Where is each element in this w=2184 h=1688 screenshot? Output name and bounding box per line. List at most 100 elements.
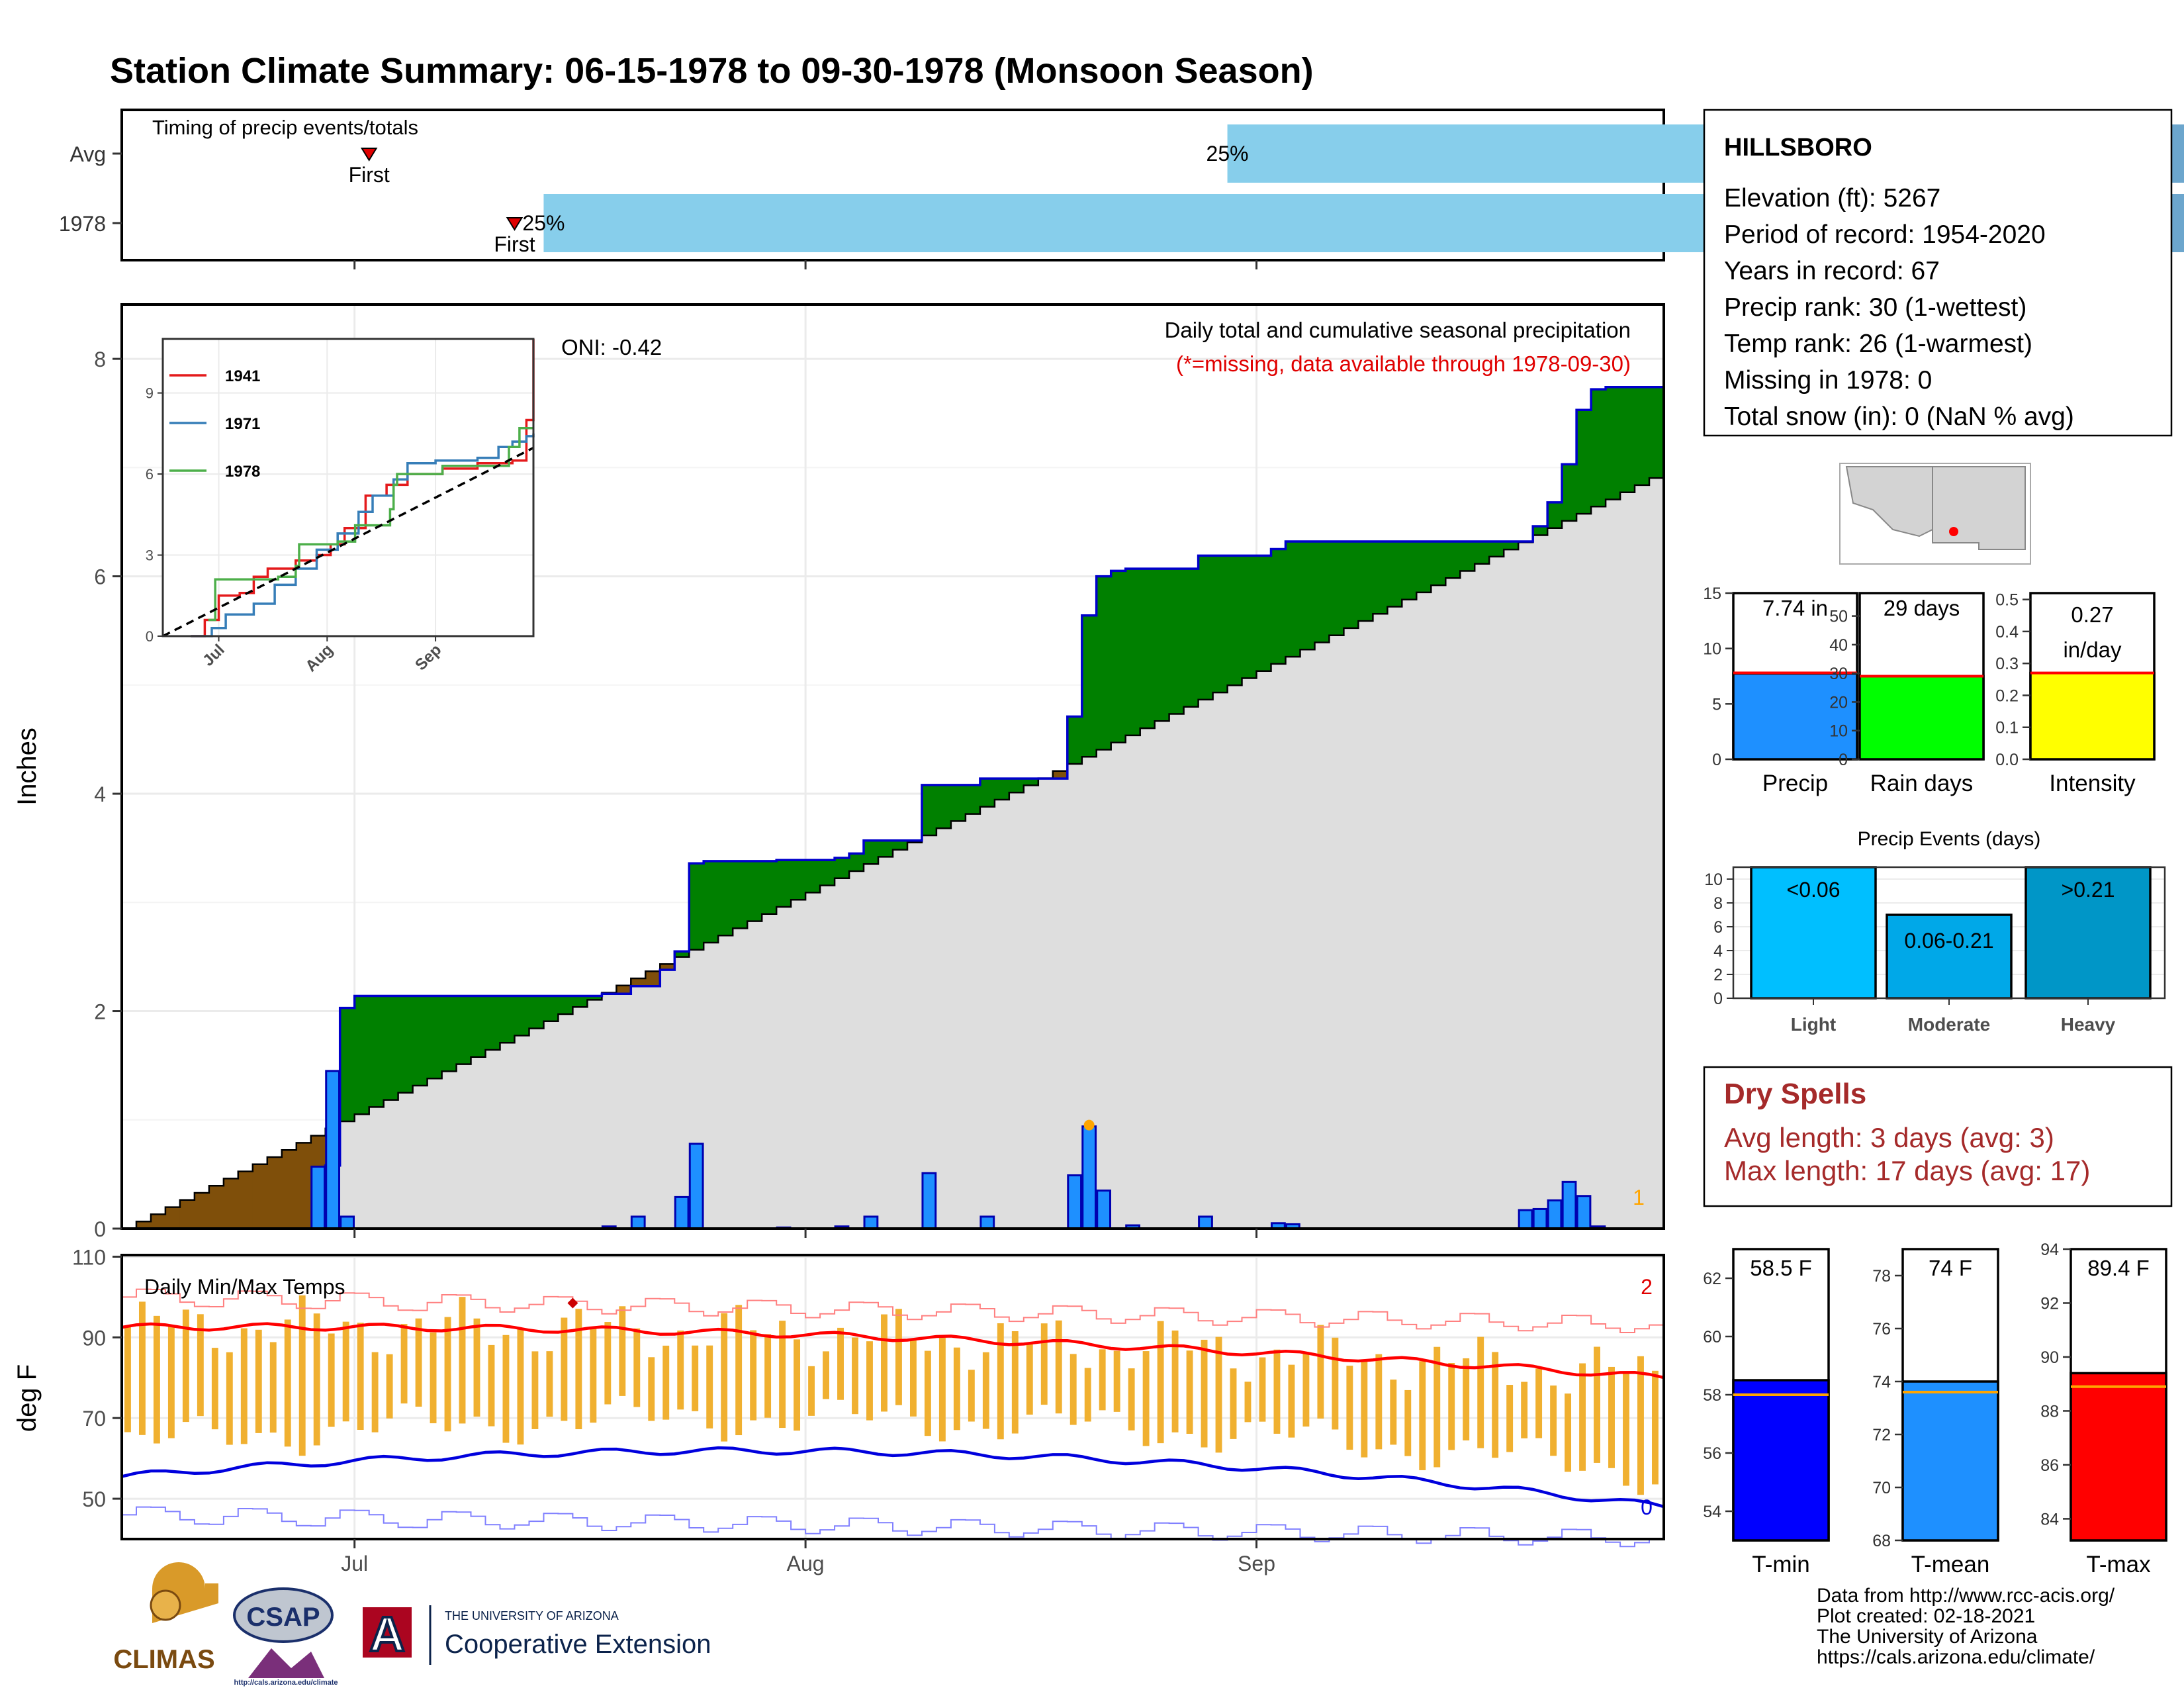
- station-name: HILLSBORO: [1724, 134, 1872, 162]
- daily-temp-bar: [342, 1321, 349, 1422]
- daily-temp-bar: [371, 1352, 379, 1432]
- daily-temp-bar: [662, 1345, 670, 1420]
- surplus-segment: [354, 996, 370, 1115]
- x-axis-tick-label: Sep: [1238, 1552, 1275, 1575]
- temp-summary-y-tick-label: 94: [2040, 1241, 2059, 1259]
- daily-temp-bar: [473, 1318, 480, 1417]
- normal-cumulative-line: [122, 477, 1664, 1230]
- surplus-segment: [674, 951, 690, 957]
- deficit-segment: [631, 978, 646, 986]
- surplus-segment: [979, 778, 995, 807]
- daily-temp-bar: [982, 1352, 989, 1429]
- daily-temp-bar: [735, 1305, 743, 1436]
- daily-temp-bar: [531, 1351, 539, 1429]
- temp-summary-y-tick-label: 72: [1872, 1426, 1891, 1444]
- timing-row-label: Avg: [69, 142, 106, 166]
- daily-temp-bar: [1550, 1385, 1557, 1456]
- daily-temp-bar: [1215, 1336, 1222, 1453]
- surplus-segment: [500, 996, 516, 1043]
- surplus-segment: [572, 996, 588, 1008]
- temp-min-count: 0: [1641, 1495, 1653, 1519]
- daily-temp-bar: [866, 1341, 873, 1421]
- csap-logo-cloud: [233, 1587, 334, 1643]
- temp-summary-fill: [2070, 1372, 2167, 1542]
- temp-y-tick-label: 70: [82, 1407, 106, 1430]
- station-info-line: Temp rank: 26 (1-warmest): [1724, 330, 2032, 358]
- events-y-tick-label: 10: [1704, 870, 1723, 889]
- surplus-segment: [747, 861, 762, 921]
- daily-temp-bar: [386, 1354, 393, 1419]
- daily-temp-bar: [721, 1313, 728, 1442]
- inset-normal-line: [162, 446, 534, 637]
- daily-temp-bar: [1477, 1336, 1484, 1448]
- events-bar: [2025, 866, 2152, 1000]
- summary-y-tick-label: 0: [1839, 751, 1848, 769]
- events-category-label: Light: [1791, 1014, 1836, 1035]
- surplus-segment: [1256, 555, 1272, 671]
- daily-precip-bar: [340, 1215, 355, 1230]
- surplus-segment: [543, 996, 559, 1021]
- daily-temp-bar: [1448, 1363, 1455, 1450]
- surplus-segment: [791, 860, 806, 900]
- daily-precip-bar: [310, 1165, 326, 1230]
- daily-temp-bar: [1244, 1382, 1251, 1423]
- daily-temp-bar: [284, 1319, 291, 1447]
- daily-temp-bar: [561, 1317, 568, 1421]
- daily-temp-bar: [1201, 1339, 1208, 1448]
- summary-bar-charts: 0 5 10 15 7.74 in Precip 0 10 20 30 40 50 29 days Rai…: [1703, 585, 2156, 796]
- surplus-segment: [718, 861, 733, 936]
- temp-summary-y-tick-label: 90: [2040, 1348, 2059, 1367]
- precip-y-axis-label: Inches: [13, 727, 42, 806]
- station-frame: [1703, 109, 2173, 437]
- daily-precip-bar: [1096, 1190, 1112, 1230]
- daily-temp-bar: [459, 1297, 466, 1424]
- deficit-segment: [1052, 771, 1068, 779]
- surplus-segment: [1023, 778, 1039, 786]
- daily-precip-bar: [630, 1215, 646, 1230]
- timing-q25-label: 25%: [522, 211, 565, 235]
- events-bar: [1886, 914, 2013, 1000]
- daily-temp-bar: [182, 1309, 189, 1423]
- summary-y-tick-label: 0: [1712, 751, 1721, 769]
- daily-temp-bar: [648, 1357, 655, 1421]
- surplus-segment: [1314, 541, 1330, 643]
- daily-temp-bar: [1652, 1370, 1659, 1485]
- daily-temp-bar: [575, 1309, 582, 1430]
- daily-temp-bar: [1113, 1350, 1120, 1412]
- surplus-segment: [1562, 464, 1577, 521]
- deficit-segment: [179, 1199, 195, 1229]
- daily-temp-bar: [764, 1334, 772, 1418]
- summary-y-tick-label: 0.4: [1995, 623, 2019, 641]
- deficit-segment: [194, 1193, 210, 1229]
- temp-summary-value-label: 89.4 F: [2087, 1256, 2150, 1280]
- summary-category-label: Rain days: [1870, 771, 1974, 796]
- deficit-segment: [136, 1221, 152, 1229]
- precip-events-chart: <0.06 Light 0.06-0.21 Moderate >0.21 Heavy 0 2 4…: [1704, 828, 2166, 1035]
- daily-temp-bar: [692, 1345, 699, 1411]
- daily-temp-bar: [938, 1336, 946, 1442]
- daily-temp-bar: [1535, 1368, 1543, 1438]
- surplus-segment: [1009, 778, 1024, 793]
- inset-frame: [161, 338, 535, 637]
- deficit-segment: [296, 1143, 312, 1229]
- daily-temp-bar: [633, 1328, 641, 1407]
- summary-y-tick-label: 50: [1829, 608, 1848, 626]
- temp-summary-y-tick-label: 84: [2040, 1510, 2059, 1528]
- daily-precip-bar: [1198, 1215, 1213, 1230]
- daily-temp-bar: [1230, 1368, 1237, 1439]
- surplus-segment: [936, 784, 952, 829]
- surplus-segment: [776, 860, 792, 908]
- daily-temp-bar: [1463, 1358, 1470, 1440]
- station-info-line: Years in record: 67: [1724, 257, 1940, 285]
- daily-temp-bar: [1361, 1360, 1368, 1458]
- surplus-segment: [805, 860, 821, 893]
- temp-summary-y-tick-label: 54: [1703, 1503, 1721, 1521]
- station-info-line: Period of record: 1954-2020: [1724, 220, 2046, 249]
- daily-precip-bar: [1518, 1209, 1533, 1230]
- deficit-segment: [281, 1150, 297, 1229]
- precip-y-tick-label: 0: [94, 1217, 106, 1241]
- daily-temp-bar: [313, 1313, 320, 1446]
- ua-logo-letter: A: [369, 1607, 404, 1662]
- summary-y-tick-label: 15: [1703, 585, 1721, 603]
- daily-precip-bar: [979, 1215, 995, 1230]
